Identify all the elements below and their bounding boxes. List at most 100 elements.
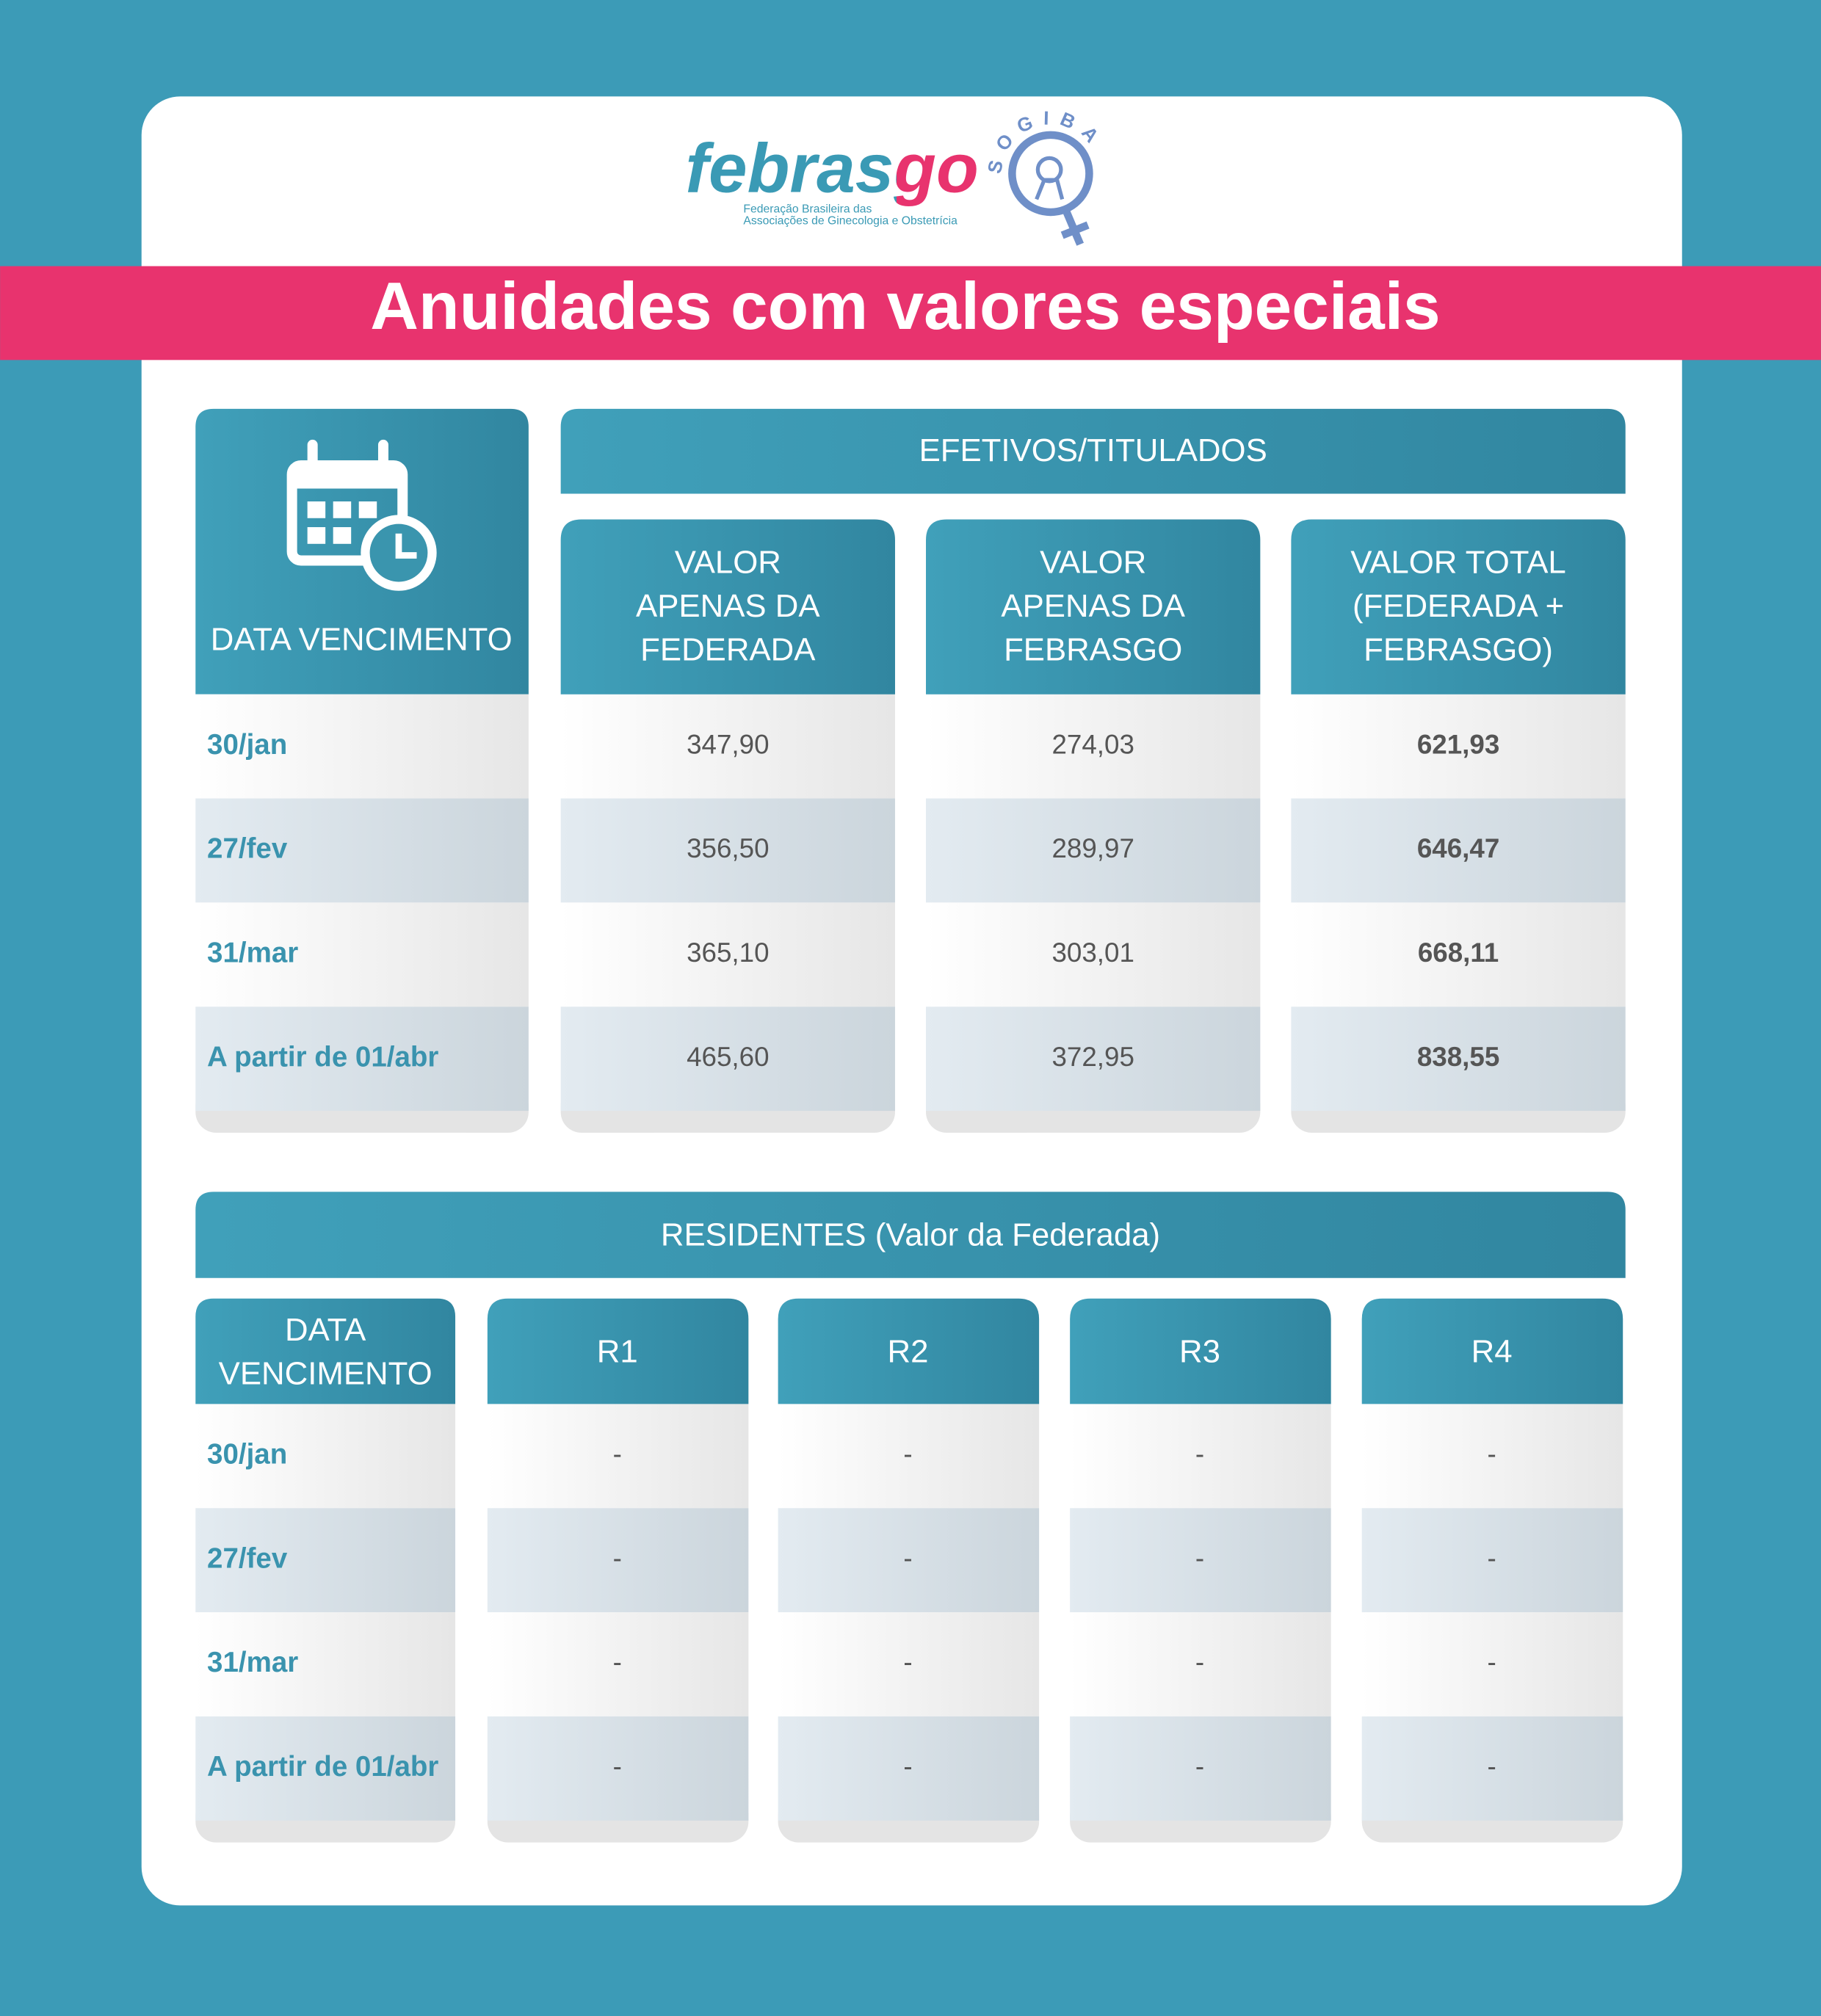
value-cell: - [1487,1439,1496,1469]
group-header [195,1192,1626,1278]
value-cell: 465,60 [687,1042,769,1072]
group-header-text: EFETIVOS/TITULADOS [919,432,1267,468]
date-cell: 27/fev [207,1542,288,1574]
value-cell: - [903,1647,912,1678]
value-cell: 289,97 [1051,833,1134,863]
group-header-text: RESIDENTES (Valor da Federada) [661,1217,1160,1252]
value-cell: 621,93 [1417,729,1499,759]
logo-febrasgo: febrasgo [686,129,979,207]
value-cell: - [613,1752,622,1782]
cell [926,694,1261,799]
header [560,519,895,695]
value-cell: - [1195,1647,1204,1678]
value-cell: - [903,1543,912,1573]
cell [195,798,529,903]
cell [778,1716,1040,1821]
cell [195,1007,529,1112]
cell [1291,1007,1626,1112]
cell [195,1716,456,1821]
value-cell: 668,11 [1418,938,1499,968]
value-cell: 838,55 [1417,1042,1499,1072]
header [926,519,1261,695]
cell [1070,1612,1331,1716]
value-cell: 356,50 [687,833,769,863]
calendar-icon [307,527,326,544]
cell [926,902,1261,1007]
calendar-icon [395,533,417,559]
value-cell: - [613,1647,622,1678]
cell [1361,1716,1623,1821]
date-cell: A partir de 01/abr [207,1751,438,1783]
value-cell: - [613,1543,622,1573]
header-text: APENAS DA [636,588,820,624]
header-text: FEDERADA [640,631,816,667]
cell [195,1508,456,1613]
header-text: DATA VENCIMENTO [211,621,513,657]
value-cell: - [1487,1752,1496,1782]
header [1070,1298,1331,1404]
header-text: (FEDERADA + [1353,588,1564,624]
cell [1361,1612,1623,1716]
header-text: R2 [888,1334,929,1370]
header-text: FEBRASGO) [1364,631,1553,667]
header-text: VENCIMENTO [219,1355,432,1391]
value-cell: - [1487,1647,1496,1678]
logo-sogiba [1008,131,1093,246]
calendar-icon [333,527,352,544]
value-cell: 274,03 [1051,729,1134,759]
value-cell: - [1195,1439,1204,1469]
cell [1361,1404,1623,1509]
header-text: FEBRASGO [1004,631,1182,667]
calendar-icon [358,501,377,518]
table-efetivos: DATA VENCIMENTO EFETIVOS/TITULADOS VALOR AP… [195,408,1626,1133]
table-residentes: RESIDENTES (Valor da Federada) DATA VENCIM… [195,1192,1626,1843]
cell [560,1007,895,1112]
cell [1070,1508,1331,1613]
date-cell: 31/mar [207,1647,298,1678]
value-cell: - [903,1439,912,1469]
cell [560,902,895,1007]
title: Anuidades com valores especiais [370,269,1440,344]
cell [926,1007,1261,1112]
value-cell: - [1195,1752,1204,1782]
header [1291,519,1626,695]
date-cell: 27/fev [207,833,288,865]
cell [778,1508,1040,1613]
value-cell: 303,01 [1051,938,1134,968]
header [778,1298,1040,1404]
cell [1291,798,1626,903]
title-banner [0,266,1821,360]
cell [1070,1404,1331,1509]
cell [1070,1716,1331,1821]
value-cell: - [613,1439,622,1469]
logo-subtitle: Associações de Ginecologia e Obstetrícia [743,214,957,227]
group-header [560,408,1626,494]
value-cell: 646,47 [1417,833,1499,863]
calendar-icon [333,501,352,518]
cell [487,1716,749,1821]
header [1361,1298,1623,1404]
cell [195,1612,456,1716]
cell [195,694,529,799]
cell [487,1612,749,1716]
cell [195,902,529,1007]
cell [778,1612,1040,1716]
value-cell: - [903,1752,912,1782]
header [487,1298,749,1404]
cell [560,694,895,799]
value-cell: 347,90 [687,729,769,759]
cell [1361,1508,1623,1613]
cell [487,1404,749,1509]
header-text: APENAS DA [1001,588,1185,624]
date-cell: 30/jan [207,1438,287,1470]
date-cell: A partir de 01/abr [207,1041,438,1073]
cell [560,798,895,903]
cell [487,1508,749,1613]
logo-subtitle: Federação Brasileira das [743,203,872,216]
header-text: R4 [1471,1334,1513,1370]
cell [1291,902,1626,1007]
cell [195,1404,456,1509]
cell [1291,694,1626,799]
value-cell: - [1195,1543,1204,1573]
